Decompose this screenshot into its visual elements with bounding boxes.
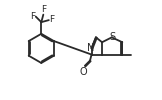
Text: N: N bbox=[87, 43, 94, 53]
Text: O: O bbox=[79, 67, 87, 77]
Text: S: S bbox=[110, 32, 116, 42]
Text: F: F bbox=[30, 12, 35, 21]
Text: F: F bbox=[49, 16, 54, 24]
Text: F: F bbox=[41, 5, 46, 14]
